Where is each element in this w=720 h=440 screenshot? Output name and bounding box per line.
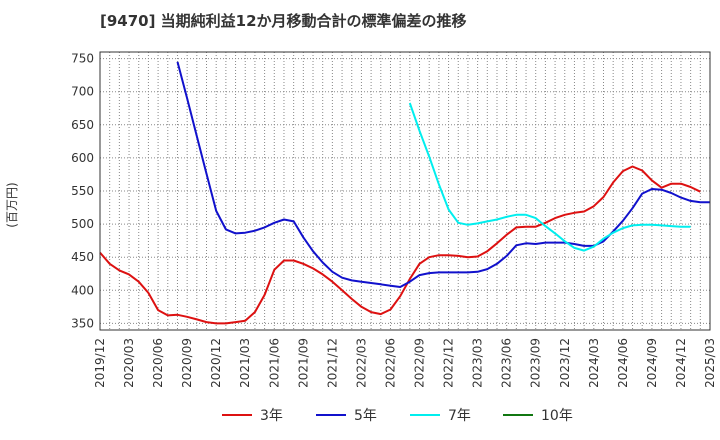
y-tick-label: 400 bbox=[71, 283, 94, 297]
y-tick-label: 750 bbox=[71, 52, 94, 66]
x-tick-label: 2021/03 bbox=[238, 338, 252, 388]
legend: 3年 5年 7年 10年 bbox=[222, 408, 573, 424]
plot-frame bbox=[99, 51, 711, 331]
x-tick-label: 2023/03 bbox=[471, 338, 485, 388]
x-tick-label: 2022/12 bbox=[442, 338, 456, 388]
x-tick-label: 2022/03 bbox=[354, 338, 368, 388]
x-tick-label: 2021/09 bbox=[296, 338, 310, 388]
y-tick-label: 600 bbox=[71, 151, 94, 165]
axes: 350 400 450 500 550 600 650 700 750 2019/12 2020/0… bbox=[71, 51, 717, 388]
x-tick-label: 2025/03 bbox=[703, 338, 717, 388]
legend-label: 10年 bbox=[541, 408, 573, 424]
x-tick-label: 2024/12 bbox=[674, 338, 688, 388]
y-tick-label: 450 bbox=[71, 250, 94, 264]
x-tick-label: 2020/12 bbox=[209, 338, 223, 388]
grid bbox=[100, 52, 710, 330]
y-axis-label: (百万円) bbox=[5, 182, 19, 227]
y-tick-label: 550 bbox=[71, 184, 94, 198]
y-tick-label: 500 bbox=[71, 217, 94, 231]
x-tick-label: 2020/06 bbox=[151, 338, 165, 388]
x-tick-label: 2023/06 bbox=[500, 338, 514, 388]
x-tick-label: 2022/09 bbox=[413, 338, 427, 388]
x-tick-label: 2021/12 bbox=[325, 338, 339, 388]
x-tick-label: 2021/06 bbox=[267, 338, 281, 388]
legend-label: 5年 bbox=[354, 408, 377, 424]
x-tick-label: 2020/09 bbox=[180, 338, 194, 388]
y-tick-label: 650 bbox=[71, 118, 94, 132]
series-layer bbox=[99, 61, 710, 325]
x-tick-label: 2019/12 bbox=[93, 338, 107, 388]
x-tick-label: 2024/03 bbox=[587, 338, 601, 388]
y-tick-label: 350 bbox=[71, 316, 94, 330]
legend-label: 7年 bbox=[448, 408, 471, 424]
series-line-5年 bbox=[176, 61, 710, 288]
legend-label: 3年 bbox=[260, 408, 283, 424]
x-tick-label: 2020/03 bbox=[122, 338, 136, 388]
x-tick-label: 2023/12 bbox=[558, 338, 572, 388]
y-tick-label: 700 bbox=[71, 85, 94, 99]
x-tick-label: 2023/09 bbox=[529, 338, 543, 388]
x-tick-label: 2024/06 bbox=[616, 338, 630, 388]
x-tick-label: 2024/09 bbox=[645, 338, 659, 388]
series-line-7年 bbox=[408, 102, 691, 252]
series-line-3年 bbox=[99, 165, 701, 325]
chart-title: [9470] 当期純利益12か月移動合計の標準偏差の推移 bbox=[100, 12, 467, 30]
x-tick-label: 2022/06 bbox=[383, 338, 397, 388]
